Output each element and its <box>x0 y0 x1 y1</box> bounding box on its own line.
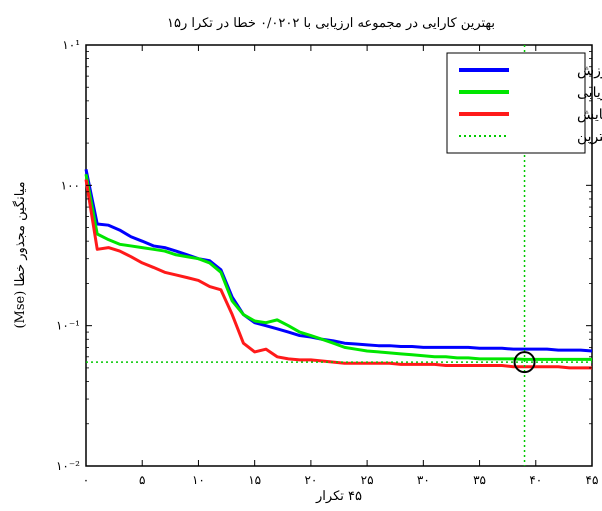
x-tick-label: ۳۵ <box>473 473 486 487</box>
legend-label-4: بهترین <box>577 129 602 145</box>
series-line-2 <box>84 173 592 361</box>
best-point-circle <box>513 351 536 374</box>
x-axis-label: ۴۵ تکرار <box>315 489 362 504</box>
y-tick-label: ۱۰⁻¹ <box>56 319 80 333</box>
y-axis-label: میانگین مجذور خطا (Mse) <box>12 181 28 328</box>
series-group <box>84 169 593 370</box>
plot-area <box>85 44 593 467</box>
y-tick-label: ۱۰⁻² <box>56 459 80 473</box>
x-tick-label: ۱۰ <box>192 473 205 487</box>
x-tick-label: ۱۵ <box>248 473 261 487</box>
series-line-3 <box>84 179 592 370</box>
x-tick-label: ۰ <box>83 473 89 487</box>
x-tick-label: ۴۵ <box>586 473 599 487</box>
legend-label-2: ارزیابی <box>577 85 602 101</box>
legend-label-1: آموزش <box>577 61 602 79</box>
legend-label-3: آزمایش <box>577 105 602 123</box>
legend: آموزش ارزیابی آزمایش بهترین <box>446 52 602 154</box>
x-tick-label: ۵ <box>139 473 145 487</box>
x-tick-label: ۲۰ <box>304 473 317 487</box>
axis-ticks: ۰ ۵ ۱۰ ۱۵ ۲۰ ۲۵ ۳۰ ۳۵ ۴۰ ۴۵ ۱۰¹ ۱۰۰ ۱۰⁻¹ ۱۰⁻² <box>56 38 598 487</box>
chart-title: بهترین کارایی در مجموعه ارزیابی با ۰/۰۲۰… <box>167 16 495 31</box>
x-tick-label: ۴۰ <box>529 473 542 487</box>
y-tick-label: ۱۰۰ <box>61 178 80 192</box>
series-line-1 <box>84 169 593 353</box>
x-tick-label: ۲۵ <box>361 473 374 487</box>
y-tick-label: ۱۰¹ <box>62 38 80 52</box>
x-tick-label: ۳۰ <box>417 473 430 487</box>
